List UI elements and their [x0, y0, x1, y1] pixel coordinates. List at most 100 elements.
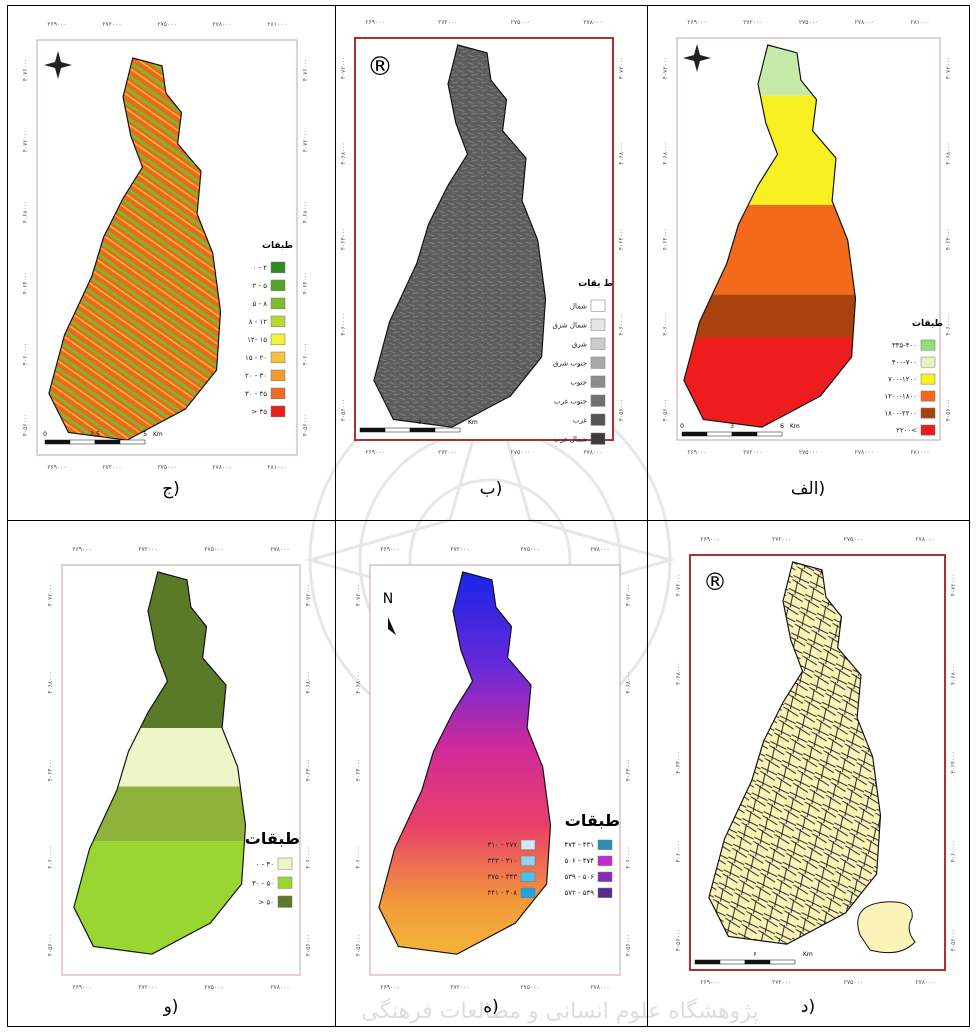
figure: پژوهشگاه علوم انسانی و مطالعات فرهنگی ۲۶… — [0, 0, 976, 1031]
legend-swatch — [271, 370, 285, 381]
legend-label: ۵۷۲ - ۵۳۹ — [564, 889, 594, 897]
x-tick-label: ۲۷۲۰۰۰ — [438, 19, 457, 26]
legend-label: ۱۸۰۰-۲۲۰۰ — [884, 410, 917, 418]
y-tick-label: ۴۰۶۴۰۰۰ — [302, 272, 309, 295]
y-tick-label: ۴۰۷۲۰۰۰ — [302, 130, 309, 153]
x-tick-label: ۲۶۹۰۰۰ — [72, 546, 91, 553]
island-polygon — [858, 902, 915, 953]
x-tick-label: ۲۶۹۰۰۰ — [365, 449, 384, 456]
legend-label: جنوب — [570, 379, 587, 387]
y-tick-label: ۴۰۶۰۰۰۰ — [302, 343, 309, 366]
x-tick-label: ۲۷۸۰۰۰ — [583, 19, 602, 26]
x-tick-label: ۲۷۲۰۰۰ — [450, 984, 469, 991]
y-tick-label: ۴۰۷۲۰۰۰ — [355, 584, 362, 607]
legend-swatch — [591, 395, 605, 406]
legend-label: ۴۷۴ - ۴۴۱ — [564, 841, 594, 849]
y-tick-label: ۴۰۶۸۰۰۰ — [340, 142, 347, 165]
x-tick-label: ۲۷۲۰۰۰ — [772, 536, 791, 543]
x-tick-label: ۲۷۸۰۰۰ — [270, 984, 289, 991]
legend-title: طبقات — [565, 811, 620, 830]
legend-swatch — [591, 357, 605, 368]
legend-swatch — [271, 352, 285, 363]
legend-label: ۸ - ۱۲ — [249, 318, 267, 326]
y-tick-label: ۴۰۶۰۰۰۰ — [355, 846, 362, 869]
legend-label: ۳۷۵ - ۳۴۳ — [487, 873, 517, 881]
scale-label: 0 — [43, 431, 47, 438]
legend-swatch — [591, 376, 605, 387]
x-tick-label: ۲۶۹۰۰۰ — [700, 979, 719, 986]
legend-swatch — [521, 872, 535, 882]
x-tick-label: ۲۶۹۰۰۰ — [687, 19, 706, 26]
legend-label: ۲۰ - ۳۰ — [245, 372, 267, 380]
y-tick-label: ۴۰۵۶۰۰۰ — [340, 399, 347, 422]
y-tick-label: ۴۰۷۲۰۰۰ — [950, 574, 957, 597]
x-tick-label: ۲۷۸۰۰۰ — [590, 546, 609, 553]
y-tick-label: ۴۰۶۴۰۰۰ — [305, 759, 312, 782]
scale-bar-segment — [770, 960, 795, 964]
legend-swatch — [598, 872, 612, 882]
legend-swatch — [921, 408, 935, 418]
legend-swatch — [278, 858, 292, 869]
y-tick-label: ۴۰۷۲۰۰۰ — [662, 57, 669, 80]
y-tick-label: ۴۰۶۴۰۰۰ — [950, 751, 957, 774]
panel-caption: الف) — [791, 479, 825, 499]
x-tick-label: ۲۷۲۰۰۰ — [102, 464, 121, 471]
legend-title: طبقات — [262, 241, 293, 251]
map-panel: ۲۶۹۰۰۰۲۶۹۰۰۰۲۷۲۰۰۰۲۷۲۰۰۰۲۷۵۰۰۰۲۷۵۰۰۰۲۷۸۰… — [662, 19, 952, 499]
y-tick-label: ۴۰۵۶۰۰۰ — [675, 929, 682, 952]
map-panel: ۲۶۹۰۰۰۲۶۹۰۰۰۲۷۲۰۰۰۲۷۲۰۰۰۲۷۵۰۰۰۲۷۵۰۰۰۲۷۸۰… — [340, 19, 625, 499]
legend-label: ۲۲۰۰< — [896, 427, 917, 435]
scale-bar-segment — [732, 432, 757, 436]
y-tick-label: ۴۰۷۲۰۰۰ — [945, 57, 952, 80]
legend-swatch — [271, 316, 285, 327]
map-panel: ۲۶۹۰۰۰۲۶۹۰۰۰۲۷۲۰۰۰۲۷۲۰۰۰۲۷۵۰۰۰۲۷۵۰۰۰۲۷۸۰… — [355, 546, 632, 1017]
legend-label: ۳۱۰ - ۲۷۷ — [487, 841, 517, 849]
panel-caption: ب) — [480, 479, 503, 499]
legend-swatch — [278, 896, 292, 907]
x-tick-label: ۲۷۲۰۰۰ — [102, 21, 121, 28]
y-tick-label: ۴۰۶۸۰۰۰ — [945, 142, 952, 165]
y-tick-label: ۴۰۵۶۰۰۰ — [618, 399, 625, 422]
scale-bar-segment — [435, 428, 460, 432]
x-tick-label: ۲۶۹۰۰۰ — [380, 984, 399, 991]
scale-label: Km — [790, 423, 800, 430]
y-tick-label: ۴۰۶۸۰۰۰ — [22, 201, 29, 224]
y-tick-label: ۴۰۶۸۰۰۰ — [355, 671, 362, 694]
x-tick-label: ۲۷۸۰۰۰ — [212, 21, 231, 28]
y-tick-label: ۴۰۶۰۰۰۰ — [675, 840, 682, 863]
legend-swatch — [278, 877, 292, 888]
x-tick-label: ۲۶۹۰۰۰ — [47, 21, 66, 28]
y-tick-label: ۴۰۷۶۰۰۰ — [302, 59, 309, 82]
legend-label: جنوب غرب — [554, 398, 587, 406]
scale-bar-segment — [70, 440, 95, 444]
x-tick-label: ۲۶۹۰۰۰ — [47, 464, 66, 471]
x-tick-label: ۲۷۸۰۰۰ — [583, 449, 602, 456]
legend-label: > ۴۵ — [251, 408, 267, 416]
legend-label: شمال — [570, 303, 587, 311]
legend-label: ۵ - ۸ — [253, 300, 268, 308]
y-tick-label: ۴۰۷۲۰۰۰ — [22, 130, 29, 153]
x-tick-label: ۲۷۵۰۰۰ — [844, 536, 863, 543]
legend-label: ۴۴۱ - ۴۰۸ — [487, 889, 517, 897]
x-tick-label: ۲۷۵۰۰۰ — [511, 449, 530, 456]
x-tick-label: ۲۷۲۰۰۰ — [743, 449, 762, 456]
legend-swatch — [591, 433, 605, 444]
legend-label: ۵۳۹ - ۵۰۶ — [564, 873, 594, 881]
legend-label: شرق — [572, 341, 587, 349]
x-tick-label: ۲۷۵۰۰۰ — [799, 449, 818, 456]
legend-swatch — [591, 300, 605, 311]
y-tick-label: ۴۰۶۰۰۰۰ — [618, 313, 625, 336]
x-tick-label: ۲۷۵۰۰۰ — [799, 19, 818, 26]
x-tick-label: ۲۷۸۰۰۰ — [590, 984, 609, 991]
y-tick-label: ۴۰۵۶۰۰۰ — [302, 414, 309, 437]
y-tick-label: ۴۰۵۶۰۰۰ — [47, 934, 54, 957]
y-tick-label: ۴۰۶۰۰۰۰ — [305, 846, 312, 869]
y-tick-label: ۴۰۶۸۰۰۰ — [625, 671, 632, 694]
scale-bar-segment — [745, 960, 770, 964]
map-panel: ۲۶۹۰۰۰۲۶۹۰۰۰۲۷۲۰۰۰۲۷۲۰۰۰۲۷۵۰۰۰۲۷۵۰۰۰۲۷۸۰… — [47, 546, 312, 1017]
legend-swatch — [591, 414, 605, 425]
scale-bar-segment — [385, 428, 410, 432]
x-tick-label: ۲۷۵۰۰۰ — [157, 464, 176, 471]
y-tick-label: ۴۰۶۸۰۰۰ — [950, 662, 957, 685]
x-tick-label: ۲۷۵۰۰۰ — [157, 21, 176, 28]
